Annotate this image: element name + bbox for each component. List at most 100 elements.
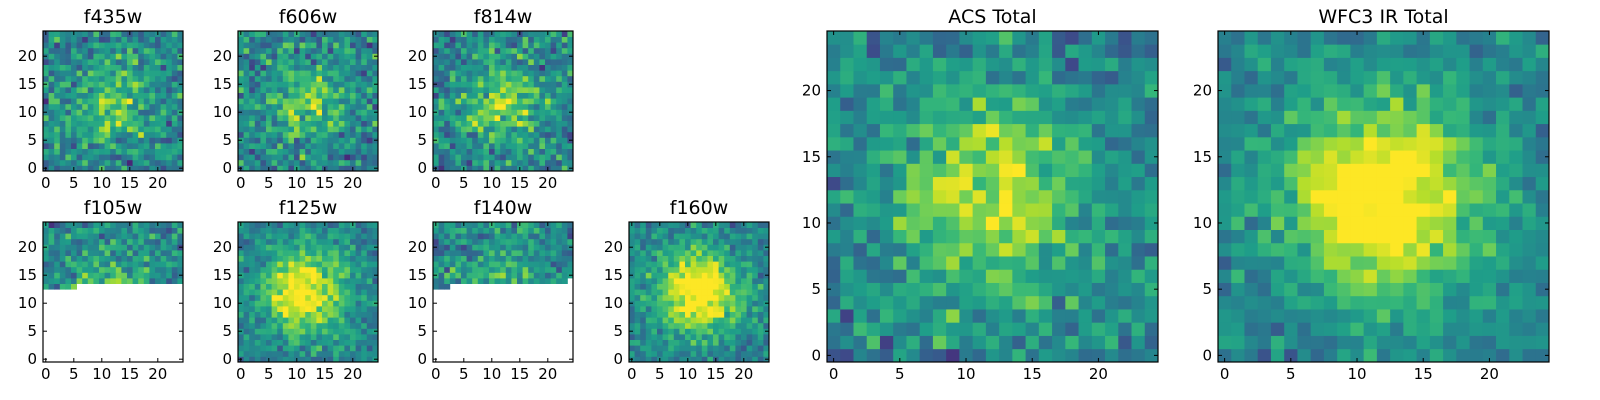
heatmap-cell [517,93,523,99]
heatmap-cell [121,149,127,155]
heatmap-cell [138,93,144,99]
heatmap-cell [455,59,461,65]
heatmap-cell [1012,31,1026,45]
heatmap-cell [439,228,445,234]
heatmap-cell [1523,163,1537,177]
heatmap-cell [71,278,77,284]
heatmap-cell [433,42,439,48]
heatmap-cell [244,104,250,110]
heatmap-cell [1496,283,1510,297]
heatmap-cell [283,59,289,65]
heatmap-cell [663,312,669,318]
heatmap-cell [472,267,478,273]
heatmap-cell [311,87,317,93]
heatmap-cell [562,121,568,127]
heatmap-cell [679,317,685,323]
x-tick-label: 10 [956,365,975,383]
heatmap-cell [713,256,719,262]
heatmap-cell [1105,349,1119,363]
heatmap-cell [60,284,66,290]
heatmap-cell [1079,97,1093,111]
heatmap-cell [551,93,557,99]
heatmap-cell [99,233,105,239]
heatmap-cell [277,272,283,278]
heatmap-cell [444,70,450,76]
heatmap-cell [339,87,345,93]
heatmap-cell [472,239,478,245]
heatmap-cell [1079,124,1093,138]
heatmap-cell [702,250,708,256]
heatmap-cell [1258,256,1272,270]
heatmap-cell [328,132,334,138]
heatmap-cell [322,317,328,323]
heatmap-cell [82,160,88,166]
heatmap-cell [551,126,557,132]
heatmap-cell [1403,349,1417,363]
heatmap-cell [679,267,685,273]
heatmap-cell [361,149,367,155]
heatmap-cell [300,239,306,245]
heatmap-cell [294,340,300,346]
heatmap-cell [556,104,562,110]
y-tick-label: 0 [417,159,427,177]
heatmap-cell [534,272,540,278]
heatmap-cell [356,256,362,262]
heatmap-cell [1417,309,1431,323]
heatmap-cell [238,334,244,340]
heatmap-cell [1132,97,1146,111]
heatmap-cell [528,93,534,99]
heatmap-cell [361,115,367,121]
heatmap-cell [461,59,467,65]
heatmap-cell [155,109,161,115]
heatmap-cell [283,137,289,143]
heatmap-cell [1026,190,1040,204]
heatmap-cell [528,98,534,104]
heatmap-cell [973,269,987,283]
heatmap-cell [127,42,133,48]
heatmap-cell [249,87,255,93]
heatmap-cell [1456,150,1470,164]
heatmap-cell [685,323,691,329]
heatmap-cell [54,261,60,267]
heatmap-cell [646,228,652,234]
heatmap-cell [260,59,266,65]
heatmap-cell [556,121,562,127]
heatmap-cell [506,256,512,262]
heatmap-cell [545,233,551,239]
heatmap-cell [880,190,894,204]
heatmap-cell [1118,177,1132,191]
heatmap-cell [1079,283,1093,297]
heatmap-cell [500,250,506,256]
heatmap-cell [260,289,266,295]
heatmap-cell [277,289,283,295]
panel-f140w: f140w0 5 10 15 2005101520 [408,197,573,383]
heatmap-cell [640,272,646,278]
heatmap-cell [116,98,122,104]
heatmap-cell [439,93,445,99]
heatmap-cell [752,323,758,329]
heatmap-cell [920,31,934,45]
heatmap-cell [300,323,306,329]
heatmap-cell [166,59,172,65]
heatmap-cell [71,256,77,262]
heatmap-cell [906,349,920,363]
heatmap-cell [60,98,66,104]
heatmap-cell [99,137,105,143]
heatmap-cell [339,76,345,82]
heatmap-cell [294,261,300,267]
heatmap-cell [121,278,127,284]
heatmap-cell [350,250,356,256]
heatmap-cell [260,93,266,99]
heatmap-cell [646,345,652,351]
heatmap-cell [249,65,255,71]
heatmap-cell [272,222,278,228]
heatmap-cell [685,317,691,323]
heatmap-cell [82,48,88,54]
heatmap-cell [713,340,719,346]
heatmap-cell [528,137,534,143]
heatmap-cell [758,300,764,306]
heatmap-cell [260,233,266,239]
heatmap-cell [444,42,450,48]
heatmap-cell [635,239,641,245]
heatmap-cell [316,233,322,239]
